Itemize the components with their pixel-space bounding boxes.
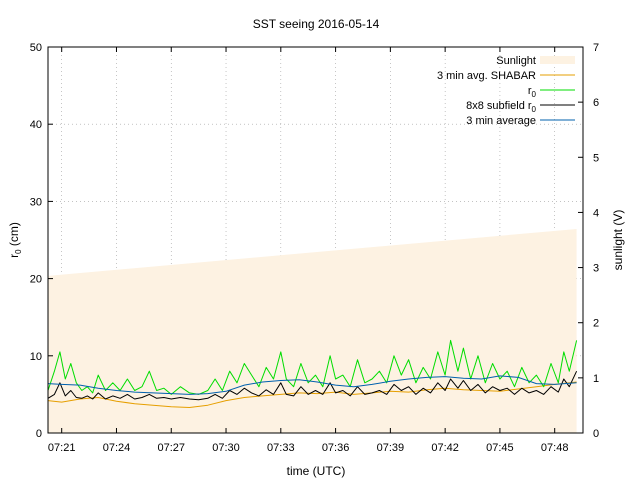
y2-tick-label: 2	[593, 318, 599, 330]
series-line-3-min-avg-shabar	[47, 381, 577, 408]
series-line-r0	[47, 339, 578, 395]
axes: 07:21 07:24 07:27 07:30 07:33 07:36 07:39 07:42…	[30, 42, 599, 454]
y2-tick-label: 4	[593, 207, 599, 219]
x-tick-label: 07:42	[431, 442, 459, 454]
x-tick-label: 07:48	[541, 442, 569, 454]
x-tick-label: 07:30	[212, 442, 240, 454]
legend-label: 3 min avg. SHABAR	[437, 70, 536, 82]
y-tick-label: 10	[30, 351, 42, 363]
legend-label: 3 min average	[466, 115, 536, 127]
y2-tick-label: 6	[593, 97, 599, 109]
x-tick-label: 07:36	[322, 442, 350, 454]
y-tick-label: 30	[30, 196, 42, 208]
legend-label: r0	[528, 85, 537, 99]
x-tick-label: 07:33	[267, 442, 295, 454]
legend-swatch	[540, 56, 575, 64]
y2-tick-label: 5	[593, 152, 599, 164]
series-line-8x8-subfield-r0	[47, 370, 578, 401]
y-axis-title: r0 (cm)	[7, 222, 23, 258]
y-axis-title-unit: (cm)	[7, 222, 21, 249]
legend-item-8x8-subfield-r0: 8x8 subfield r0	[466, 100, 575, 114]
series-layer	[47, 228, 578, 433]
x-tick-label: 07:27	[157, 442, 185, 454]
legend-item-r0: r0	[528, 85, 575, 99]
plot-frame	[47, 46, 584, 434]
x-tick-label: 07:24	[103, 442, 131, 454]
chart-title: SST seeing 2016-05-14	[253, 17, 380, 31]
legend-label: 8x8 subfield r0	[466, 100, 536, 114]
y-tick-label: 50	[30, 42, 42, 54]
x-tick-label: 07:21	[48, 442, 76, 454]
y2-tick-label: 7	[593, 42, 599, 54]
y2-tick-label: 0	[593, 428, 599, 440]
x-tick-label: 07:39	[377, 442, 405, 454]
series-line-3-min-average	[47, 375, 577, 395]
legend-item-3-min-avg-shabar: 3 min avg. SHABAR	[437, 70, 575, 82]
x-tick-label: 07:45	[486, 442, 514, 454]
legend-item-3-min-average: 3 min average	[466, 115, 575, 127]
legend-label: Sunlight	[496, 55, 536, 67]
y-axis-title-sub: 0	[14, 249, 23, 254]
y-tick-label: 0	[36, 428, 42, 440]
y2-tick-label: 3	[593, 263, 599, 275]
y-axis-title-main: r	[7, 254, 21, 258]
y2-axis-title: sunlight (V)	[611, 210, 625, 271]
legend-item-sunlight: Sunlight	[496, 55, 575, 67]
series-area-sunlight	[48, 228, 577, 433]
y-tick-label: 20	[30, 274, 42, 286]
y2-tick-label: 1	[593, 373, 599, 385]
x-axis-title: time (UTC)	[287, 464, 346, 478]
y-tick-label: 40	[30, 119, 42, 131]
